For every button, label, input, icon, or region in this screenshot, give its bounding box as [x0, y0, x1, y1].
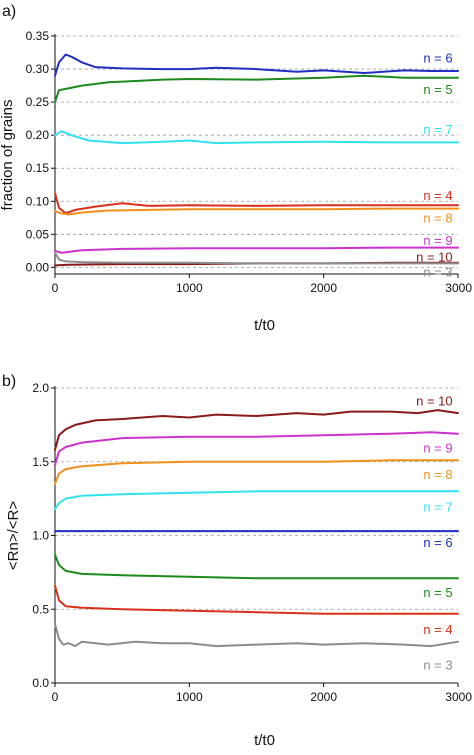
series-label: n = 3: [423, 265, 452, 280]
series-line: [54, 246, 459, 254]
panel-b-chart: b) 0.0 0.5 1.0 1.5 2.0 0 1000 2000 3000 t/t0 <Rn>/<…: [2, 373, 472, 749]
series-label: n = 6: [423, 50, 452, 65]
x-tick-label: 1000: [176, 281, 203, 295]
y-tick-label: 0.20: [26, 128, 50, 142]
series-line: [54, 584, 459, 615]
y-axis-title: <Rn>/<R>: [5, 501, 22, 570]
x-tick-label: 2000: [310, 690, 337, 704]
y-tick-label: 0.0: [32, 676, 49, 690]
series-label: n = 7: [423, 499, 452, 514]
series-label: n = 9: [423, 233, 452, 248]
x-tick-label: 2000: [310, 281, 337, 295]
y-tick-label: 0.35: [26, 29, 50, 43]
y-tick-label: 1.5: [32, 455, 49, 469]
series-label: n = 5: [423, 585, 452, 600]
x-tick-label: 3000: [445, 690, 472, 704]
panel-label: a): [2, 3, 16, 20]
series-label: n = 10: [416, 393, 453, 408]
x-axis-title: t/t0: [254, 732, 275, 749]
series-line: [54, 192, 459, 215]
series-line: [54, 130, 459, 145]
y-tick-label: 0.05: [26, 227, 50, 241]
y-tick-label: 0.10: [26, 194, 50, 208]
series-line: [54, 623, 459, 648]
x-tick-label: 3000: [445, 281, 472, 295]
y-tick-label: 0.5: [32, 602, 49, 616]
series-line: [54, 53, 459, 77]
series-line: [54, 490, 459, 510]
y-tick-label: 0.25: [26, 95, 50, 109]
series-label: n = 9: [423, 440, 452, 455]
series-line: [54, 207, 459, 216]
series-label: n = 5: [423, 82, 452, 97]
x-tick-label: 1000: [176, 690, 203, 704]
series-label: n = 4: [423, 188, 452, 203]
series-line: [54, 553, 459, 580]
y-axis-title: fraction of grains: [0, 100, 16, 211]
series-line: [54, 409, 459, 451]
x-tick-label: 0: [52, 690, 59, 704]
y-tick-label: 0.15: [26, 161, 50, 175]
y-tick-label: 0.30: [26, 62, 50, 76]
series-line: [54, 459, 459, 485]
x-tick-label: 0: [52, 281, 59, 295]
x-axis-title: t/t0: [254, 317, 275, 334]
series-label: n = 3: [423, 657, 452, 672]
series-line: [54, 251, 459, 265]
series-label: n = 10: [416, 249, 453, 264]
series-label: n = 8: [423, 210, 452, 225]
y-tick-label: 0.00: [26, 260, 50, 274]
y-tick-label: 2.0: [32, 381, 49, 395]
series-line: [54, 431, 459, 466]
series-line: [54, 74, 459, 104]
series-label: n = 8: [423, 467, 452, 482]
series-label: n = 4: [423, 622, 452, 637]
series-label: n = 6: [423, 535, 452, 550]
panel-a-chart: a) 0.00 0.05 0.10 0.15 0.20 0.25 0.30 0.35 0 1000 2…: [0, 3, 472, 334]
series-label: n = 7: [423, 122, 452, 137]
panel-label: b): [2, 373, 16, 390]
y-tick-label: 1.0: [32, 529, 49, 543]
